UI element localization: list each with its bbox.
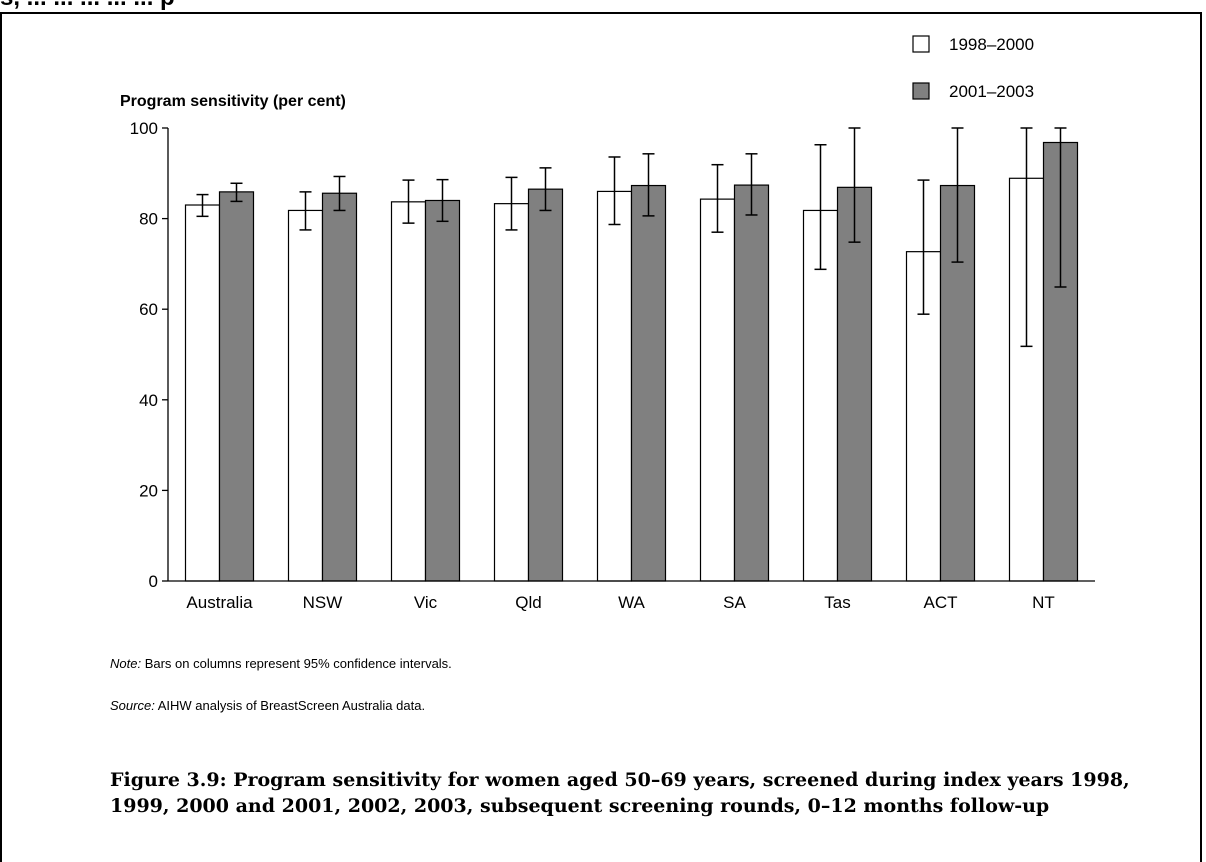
bar-vic-series-1 (390, 201, 427, 582)
cropped-section-heading: s, ... ... ... ... ... p (0, 0, 175, 12)
y-tick-label: 40 (139, 391, 158, 410)
bar-sa-series-1 (699, 198, 736, 582)
chart-bars (184, 141, 1079, 582)
legend-swatch-series-1 (912, 35, 930, 53)
bar-nsw-series-1 (287, 209, 324, 582)
bar-chart: Program sensitivity (per cent) 1998–2000… (120, 35, 1095, 612)
bar-nsw-series-2 (321, 192, 358, 582)
chart-legend: 1998–2000 2001–2003 (912, 35, 1034, 101)
x-tick-label: Australia (186, 593, 253, 612)
x-tick-label: Vic (414, 593, 438, 612)
figure-frame (0, 12, 1202, 862)
y-tick-label: 0 (149, 572, 158, 591)
chart-note: Note: Bars on columns represent 95% conf… (110, 656, 452, 671)
x-tick-label: WA (618, 593, 645, 612)
y-tick-label: 100 (130, 119, 158, 138)
bar-wa-series-2 (630, 184, 667, 582)
legend-label-series-2: 2001–2003 (949, 82, 1034, 101)
x-tick-label: NT (1032, 593, 1055, 612)
bar-tas-series-2 (836, 186, 873, 582)
x-tick-label: Qld (515, 593, 541, 612)
bar-australia-series-2 (218, 191, 255, 582)
x-tick-label: ACT (924, 593, 958, 612)
x-tick-label: SA (723, 593, 746, 612)
y-tick-label: 60 (139, 300, 158, 319)
x-tick-label: NSW (303, 593, 343, 612)
figure-caption: Figure 3.9: Program sensitivity for wome… (110, 769, 1130, 817)
y-tick-label: 20 (139, 481, 158, 500)
x-tick-label: Tas (824, 593, 850, 612)
bar-australia-series-1 (184, 204, 221, 582)
chart-axes: 0 20 40 60 80 100 Australia NSW Vic Qld WA SA Tas ACT… (130, 119, 1095, 612)
bar-qld-series-2 (527, 188, 564, 582)
bar-vic-series-2 (424, 199, 461, 582)
source-text: AIHW analysis of BreastScreen Australia … (154, 698, 426, 713)
chart-error-bars (196, 127, 1067, 348)
note-label: Note: (110, 656, 142, 671)
y-tick-label: 80 (139, 210, 158, 229)
chart-source: Source: AIHW analysis of BreastScreen Au… (110, 698, 425, 713)
note-text: Bars on columns represent 95% confidence… (141, 656, 452, 671)
legend-label-series-1: 1998–2000 (949, 35, 1034, 54)
source-label: Source: (110, 698, 155, 713)
bar-sa-series-2 (733, 184, 770, 582)
y-axis-label: Program sensitivity (per cent) (120, 93, 346, 110)
legend-swatch-series-2 (912, 82, 930, 100)
bar-qld-series-1 (493, 203, 530, 582)
bar-wa-series-1 (596, 190, 633, 582)
